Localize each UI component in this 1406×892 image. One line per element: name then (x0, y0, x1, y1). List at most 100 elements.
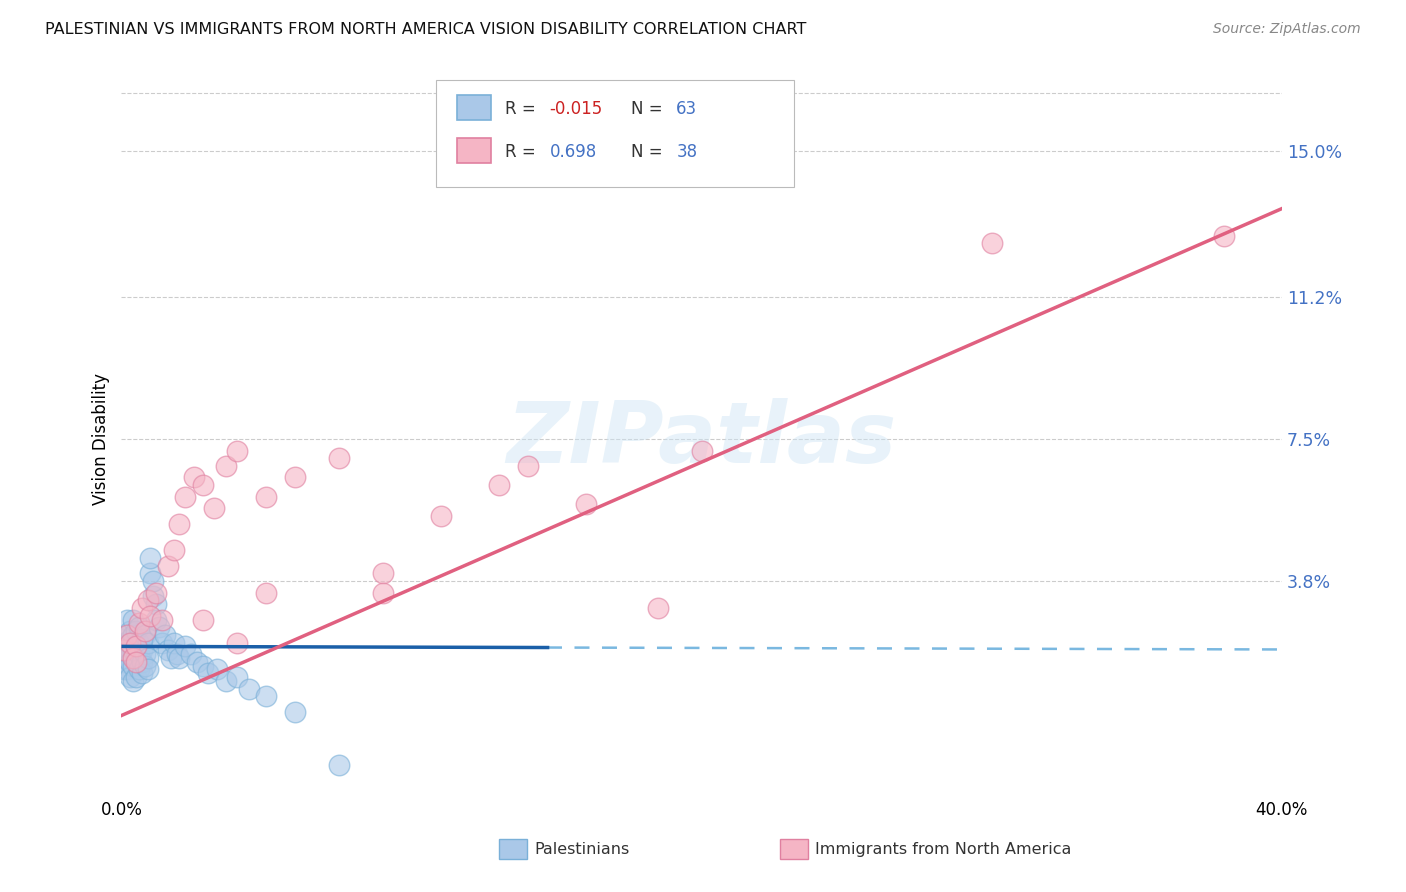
Point (328, 451, 350, 466)
Point (115, 613, 138, 627)
Text: R =: R = (505, 143, 541, 161)
Text: R =: R = (505, 100, 541, 118)
Point (980, 236, 1002, 251)
Text: Immigrants from North America: Immigrants from North America (815, 842, 1071, 856)
Point (1212, 228, 1234, 243)
Point (122, 613, 145, 627)
Point (122, 643, 145, 657)
Point (180, 647, 202, 661)
Point (163, 635, 186, 649)
Point (122, 658, 145, 673)
Point (215, 458, 238, 473)
Point (125, 670, 148, 684)
Point (134, 647, 156, 661)
Point (516, 458, 538, 473)
Text: Source: ZipAtlas.com: Source: ZipAtlas.com (1213, 22, 1361, 37)
Point (647, 601, 669, 615)
Point (128, 662, 150, 676)
Point (238, 681, 260, 696)
Point (256, 690, 278, 704)
Text: PALESTINIAN VS IMMIGRANTS FROM NORTH AMERICA VISION DISABILITY CORRELATION CHART: PALESTINIAN VS IMMIGRANTS FROM NORTH AME… (45, 22, 807, 37)
Point (131, 632, 153, 646)
Point (145, 585, 167, 599)
Point (163, 543, 186, 558)
Point (128, 616, 150, 631)
Point (112, 643, 135, 657)
Point (131, 666, 153, 681)
Text: -0.015: -0.015 (550, 100, 603, 118)
Point (191, 613, 214, 627)
Text: N =: N = (631, 100, 668, 118)
Point (186, 655, 208, 669)
Point (429, 508, 451, 523)
Point (169, 516, 191, 531)
Point (125, 640, 148, 654)
Text: Palestinians: Palestinians (534, 842, 630, 856)
Point (226, 635, 249, 649)
Point (191, 658, 214, 673)
Point (120, 647, 142, 661)
Point (139, 608, 162, 623)
Point (202, 501, 225, 516)
Point (112, 662, 135, 676)
Point (131, 643, 153, 657)
Point (226, 670, 249, 684)
Point (156, 643, 179, 657)
Point (136, 593, 159, 607)
Point (153, 628, 176, 642)
Point (120, 670, 142, 684)
Point (134, 658, 156, 673)
Point (120, 632, 142, 646)
Point (131, 655, 153, 669)
Point (112, 655, 135, 669)
Y-axis label: Vision Disability: Vision Disability (93, 373, 110, 505)
Point (115, 640, 138, 654)
Point (142, 590, 165, 604)
Text: 63: 63 (676, 100, 697, 118)
Point (371, 585, 394, 599)
Point (125, 651, 148, 665)
Point (142, 574, 165, 588)
Point (183, 470, 205, 484)
Point (148, 620, 170, 634)
Point (166, 647, 188, 661)
Text: 0.698: 0.698 (550, 143, 598, 161)
Text: 38: 38 (676, 143, 697, 161)
Point (120, 655, 142, 669)
Point (150, 613, 173, 627)
Point (159, 651, 181, 665)
Point (256, 490, 278, 504)
Point (139, 551, 162, 566)
Point (122, 651, 145, 665)
Point (136, 662, 159, 676)
Point (174, 490, 197, 504)
Point (131, 601, 153, 615)
Point (115, 651, 138, 665)
Point (115, 662, 138, 676)
Point (156, 558, 179, 573)
Point (115, 628, 138, 642)
Point (174, 640, 197, 654)
Point (145, 597, 167, 611)
Point (125, 624, 148, 638)
Point (125, 640, 148, 654)
Point (197, 666, 219, 681)
Point (134, 628, 156, 642)
Point (136, 635, 159, 649)
Point (139, 566, 162, 581)
Point (169, 651, 191, 665)
Point (226, 443, 249, 458)
Point (128, 647, 150, 661)
Point (128, 620, 150, 634)
Point (120, 624, 142, 638)
Point (120, 635, 142, 649)
Point (574, 497, 596, 511)
Text: N =: N = (631, 143, 668, 161)
Point (328, 758, 350, 772)
Point (371, 566, 394, 581)
Point (150, 635, 173, 649)
Point (136, 651, 159, 665)
Point (122, 628, 145, 642)
Point (145, 613, 167, 627)
Point (134, 624, 156, 638)
